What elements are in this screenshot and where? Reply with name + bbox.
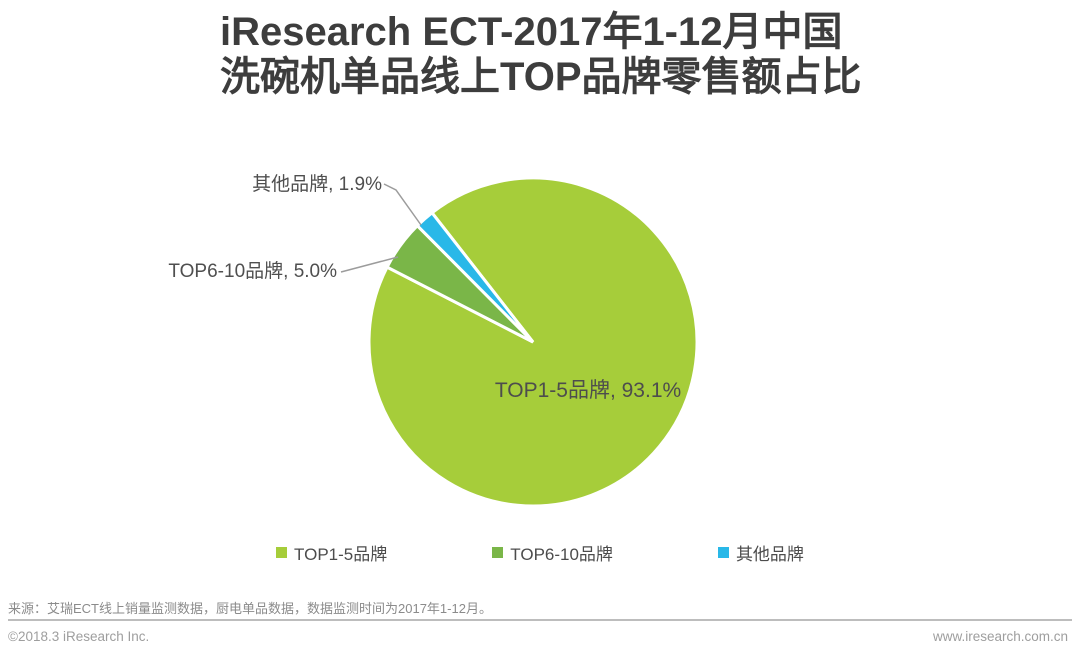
pie-label-other-brands: 其他品牌, 1.9% xyxy=(252,173,382,195)
leader-line-other-brands xyxy=(383,183,422,226)
leader-line-top6-10 xyxy=(340,256,399,273)
legend-swatch-icon xyxy=(276,547,288,558)
pie-label-top1-5: TOP1-5品牌, 93.1% xyxy=(495,379,681,402)
legend-swatch-icon xyxy=(492,547,504,558)
footer-divider xyxy=(8,619,1072,621)
legend-item-1: TOP6-10品牌 xyxy=(492,540,613,565)
pie-label-top6-10: TOP6-10品牌, 5.0% xyxy=(168,260,337,282)
pie-chart: 其他品牌, 1.9% TOP6-10品牌, 5.0% TOP1-5品牌, 93.… xyxy=(168,173,699,508)
legend: TOP1-5品牌 TOP6-10品牌 其他品牌 xyxy=(0,540,1080,565)
legend-label-0: TOP1-5品牌 xyxy=(294,545,388,564)
source-note: 来源：艾瑞ECT线上销量监测数据，厨电单品数据，数据监测时间为2017年1-12… xyxy=(8,601,492,616)
legend-item-0: TOP1-5品牌 xyxy=(276,540,387,565)
chart-title-line1: iResearch ECT-2017年1-12月中国 xyxy=(220,10,843,54)
copyright-text: ©2018.3 iResearch Inc. xyxy=(8,629,150,644)
chart-title: iResearch ECT-2017年1-12月中国 洗碗机单品线上TOP品牌零… xyxy=(220,10,862,100)
legend-item-2: 其他品牌 xyxy=(717,540,804,565)
pie-slices xyxy=(367,176,699,508)
legend-label-1: TOP6-10品牌 xyxy=(510,545,613,564)
website-text: www.iresearch.com.cn xyxy=(932,629,1068,644)
chart-title-line2: 洗碗机单品线上TOP品牌零售额占比 xyxy=(220,55,862,99)
pie-slice-2 xyxy=(415,210,535,344)
legend-label-2: 其他品牌 xyxy=(735,545,804,564)
legend-swatch-icon xyxy=(717,547,729,558)
